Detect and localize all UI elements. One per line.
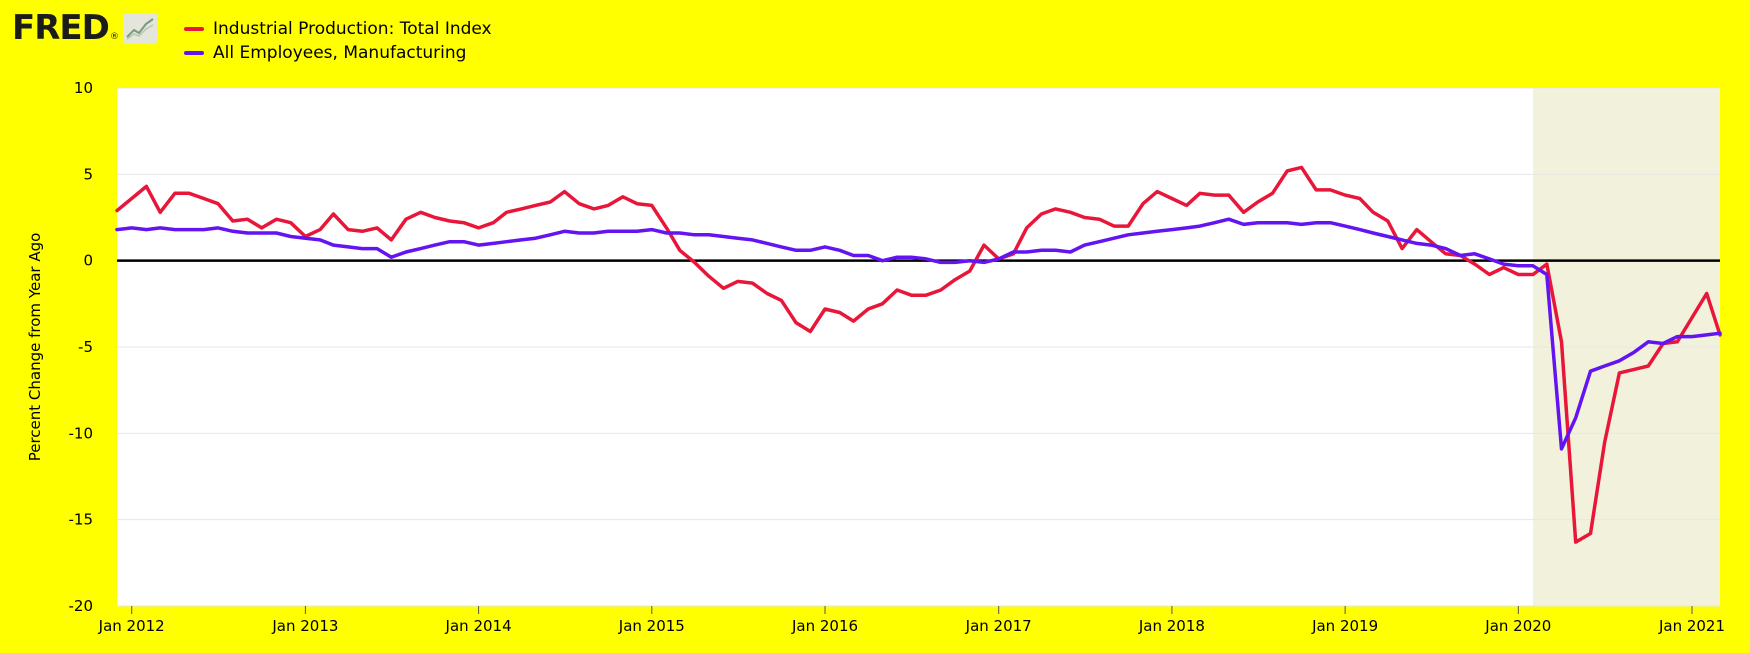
legend-swatch-manufacturing-employees bbox=[184, 51, 204, 55]
x-tick-label: Jan 2020 bbox=[1484, 617, 1551, 635]
chart-legend: Industrial Production: Total Index All E… bbox=[184, 17, 492, 65]
fred-logo[interactable]: FRED ® bbox=[12, 8, 157, 48]
line-chart-icon bbox=[122, 13, 157, 43]
legend-item-industrial-production[interactable]: Industrial Production: Total Index bbox=[184, 17, 492, 41]
x-tick-label: Jan 2014 bbox=[445, 617, 512, 635]
y-tick-label: -10 bbox=[69, 424, 94, 442]
y-tick-label: -15 bbox=[69, 511, 94, 529]
x-axis-ticks: Jan 2012 Jan 2013 Jan 2014 Jan 2015 Jan 2016… bbox=[98, 606, 1725, 635]
series-layer bbox=[115, 165, 1722, 544]
legend-item-manufacturing-employees[interactable]: All Employees, Manufacturing bbox=[184, 41, 492, 65]
x-tick-label: Jan 2019 bbox=[1311, 617, 1378, 635]
legend-label-industrial-production: Industrial Production: Total Index bbox=[213, 19, 492, 39]
x-tick-label: Jan 2015 bbox=[618, 617, 685, 635]
x-tick-label: Jan 2012 bbox=[98, 617, 165, 635]
y-axis-label: Percent Change from Year Ago bbox=[26, 233, 44, 462]
y-tick-label: 0 bbox=[83, 252, 93, 270]
series-line-industrial-production bbox=[115, 165, 1722, 544]
x-tick-label: Jan 2017 bbox=[965, 617, 1032, 635]
x-tick-label: Jan 2016 bbox=[791, 617, 858, 635]
y-axis-ticks: 10 5 0 -5 -10 -15 -20 bbox=[69, 79, 94, 615]
fred-logo-text: FRED bbox=[12, 8, 110, 48]
legend-label-manufacturing-employees: All Employees, Manufacturing bbox=[213, 43, 467, 63]
x-tick-label: Jan 2013 bbox=[271, 617, 338, 635]
y-tick-label: 10 bbox=[74, 79, 93, 97]
y-tick-label: 5 bbox=[83, 165, 93, 183]
registered-mark: ® bbox=[109, 32, 119, 42]
y-tick-label: -20 bbox=[69, 597, 94, 615]
y-tick-label: -5 bbox=[78, 338, 93, 356]
legend-swatch-industrial-production bbox=[184, 27, 204, 31]
x-tick-label: Jan 2021 bbox=[1658, 617, 1725, 635]
grid-lines bbox=[117, 87, 1720, 607]
x-tick-label: Jan 2018 bbox=[1138, 617, 1205, 635]
series-line-manufacturing-employees bbox=[115, 217, 1722, 451]
